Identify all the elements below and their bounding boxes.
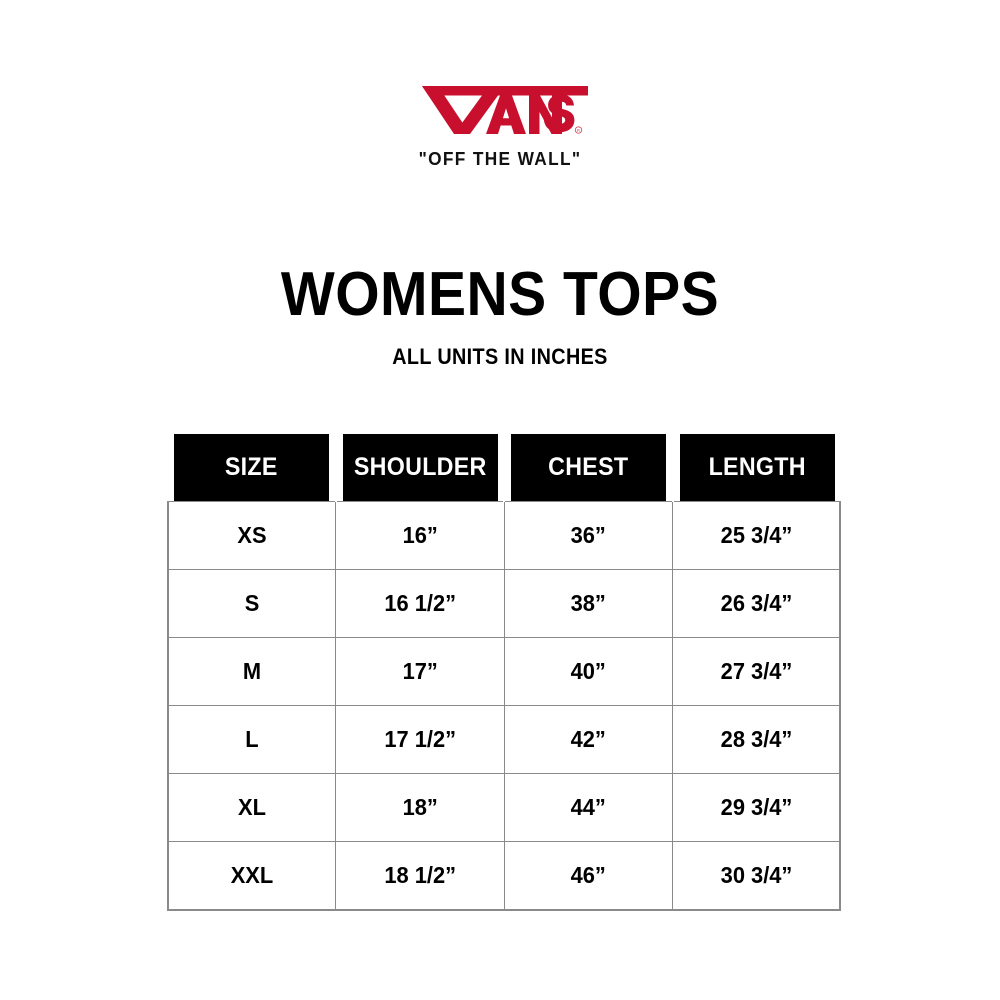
cell-shoulder: 17” — [339, 637, 501, 706]
column-header-shoulder: SHOULDER — [340, 434, 500, 502]
cell-size: XS — [171, 501, 332, 570]
page-subtitle: ALL UNITS IN INCHES — [392, 344, 608, 369]
cell-chest: 42” — [507, 705, 669, 774]
svg-text:R: R — [577, 128, 580, 133]
size-chart-table: SIZE SHOULDER CHEST LENGTH XS 16” 36” 25… — [167, 434, 841, 911]
table-header: SIZE SHOULDER CHEST LENGTH — [168, 434, 840, 502]
cell-chest: 40” — [507, 637, 669, 706]
table-row: L 17 1/2” 42” 28 3/4” — [168, 705, 840, 774]
cell-size: L — [171, 705, 332, 774]
vans-logo-icon: R — [422, 86, 588, 134]
cell-size: XXL — [171, 841, 332, 911]
table-row: XL 18” 44” 29 3/4” — [168, 773, 840, 842]
cell-shoulder: 16” — [339, 501, 501, 570]
cell-length: 26 3/4” — [676, 569, 837, 638]
vans-logo: R — [412, 84, 588, 136]
page-title: WOMENS TOPS — [280, 260, 720, 329]
table-row: S 16 1/2” 38” 26 3/4” — [168, 569, 840, 638]
cell-size: XL — [171, 773, 332, 842]
brand-header: R "OFF THE WALL" — [0, 84, 1000, 170]
cell-length: 30 3/4” — [676, 841, 837, 911]
cell-chest: 46” — [507, 841, 669, 911]
cell-shoulder: 16 1/2” — [339, 569, 501, 638]
column-header-chest: CHEST — [508, 434, 668, 502]
table-row: XS 16” 36” 25 3/4” — [168, 501, 840, 570]
cell-chest: 44” — [507, 773, 669, 842]
cell-size: M — [171, 637, 332, 706]
cell-shoulder: 18 1/2” — [339, 841, 501, 911]
brand-tagline: "OFF THE WALL" — [418, 149, 582, 169]
cell-length: 27 3/4” — [676, 637, 837, 706]
cell-length: 28 3/4” — [676, 705, 837, 774]
cell-shoulder: 17 1/2” — [339, 705, 501, 774]
table-header-row: SIZE SHOULDER CHEST LENGTH — [168, 434, 840, 502]
cell-chest: 38” — [507, 569, 669, 638]
table-body: XS 16” 36” 25 3/4” S 16 1/2” 38” 26 3/4”… — [168, 501, 840, 911]
cell-shoulder: 18” — [339, 773, 501, 842]
cell-chest: 36” — [507, 501, 669, 570]
column-header-size: SIZE — [173, 434, 331, 502]
column-header-length: LENGTH — [677, 434, 835, 502]
cell-length: 29 3/4” — [676, 773, 837, 842]
cell-length: 25 3/4” — [676, 501, 837, 570]
table-row: XXL 18 1/2” 46” 30 3/4” — [168, 841, 840, 911]
cell-size: S — [171, 569, 332, 638]
table-row: M 17” 40” 27 3/4” — [168, 637, 840, 706]
